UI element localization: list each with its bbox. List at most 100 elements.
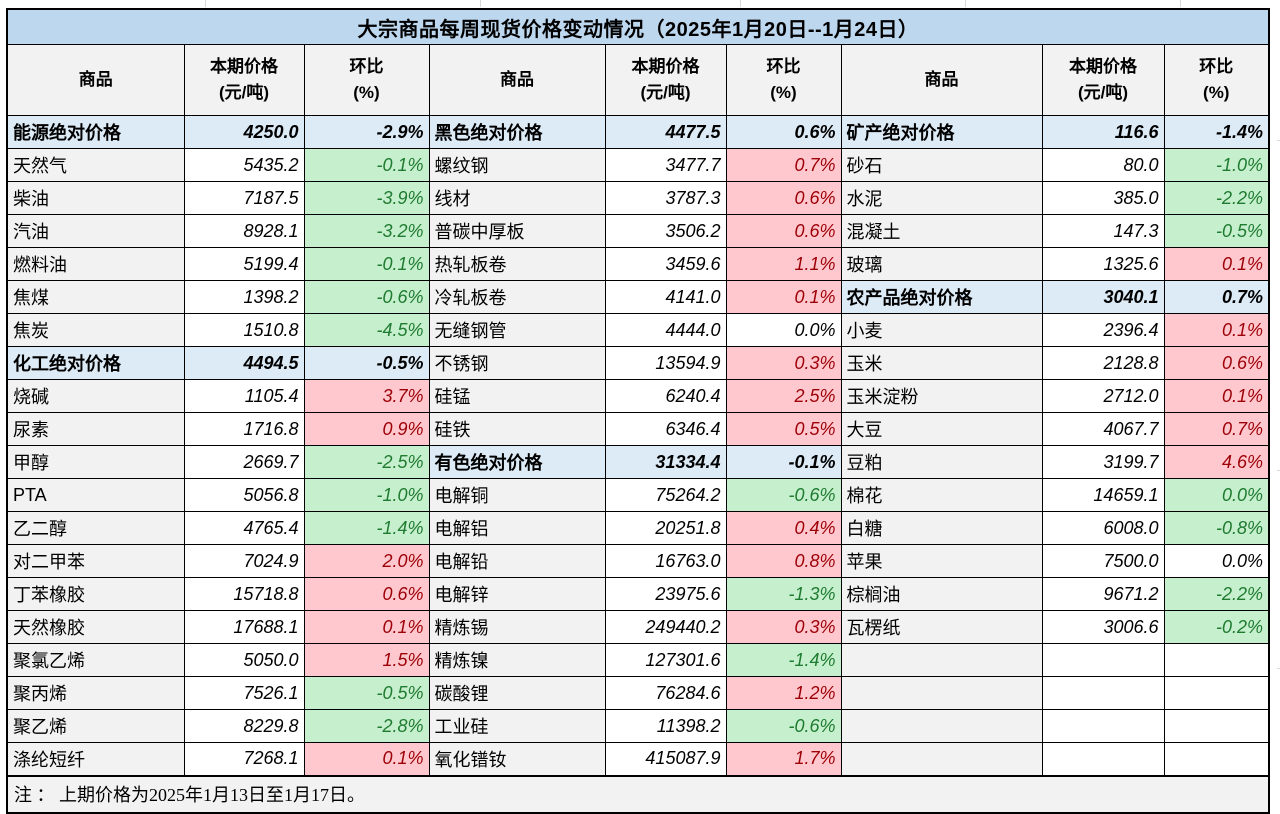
chg-cell: 2.0% [303,544,430,578]
chg-cell: 0.1% [1163,247,1270,281]
price-cell: 4444.0 [604,313,727,347]
table-row: 化工绝对价格 4494.5 -0.5% 不锈钢 13594.9 0.3% 玉米 2128.8 0… [6,346,1270,380]
table-row: 乙二醇 4765.4 -1.4% 电解铝 20251.8 0.4% 白糖 6008.0 -0.8… [6,511,1270,545]
table-row: 汽油 8928.1 -3.2% 普碳中厚板 3506.2 0.6% 混凝土 147.3 -0.5… [6,214,1270,248]
commodity-name-cell: 无缝钢管 [428,313,606,347]
table-row: PTA 5056.8 -1.0% 电解铜 75264.2 -0.6% 棉花 14659.1 0.… [6,478,1270,512]
col-header-chg-line2: (%) [353,83,380,102]
chg-cell: -0.1% [303,148,430,182]
chg-cell: 0.1% [303,610,430,644]
price-cell: 4141.0 [604,280,727,314]
price-cell: 7268.1 [183,742,305,776]
col-header-price-line1: 本期价格 [631,56,700,76]
chg-cell: -3.2% [303,214,430,248]
chg-cell: -1.4% [725,643,842,677]
price-cell: 4250.0 [183,115,305,149]
price-cell: 3787.3 [604,181,727,215]
col-header-chg-line1: 环比 [1199,56,1234,76]
price-cell: 1510.8 [183,313,305,347]
chg-cell: 0.6% [725,214,842,248]
price-cell: 8928.1 [183,214,305,248]
commodity-name-cell: 对二甲苯 [6,544,185,578]
price-cell: 11398.2 [604,709,727,743]
commodity-name-cell: 电解铜 [428,478,606,512]
section-label-cell: 能源绝对价格 [6,115,185,149]
commodity-name-cell [840,742,1043,776]
col-header-commodity: 商品 [428,44,606,116]
price-cell: 6008.0 [1041,511,1165,545]
price-cell: 3040.1 [1041,280,1165,314]
table-row: 天然气 5435.2 -0.1% 螺纹钢 3477.7 0.7% 砂石 80.0 -1.0% [6,148,1270,182]
chg-cell [1163,676,1270,710]
commodity-name-cell: 汽油 [6,214,185,248]
col-header-price-line1: 本期价格 [210,56,278,76]
chg-cell: -2.5% [303,445,430,479]
note-body: 注 ： 上期价格为2025年1月13日至1月17日。 [6,774,1270,813]
price-cell: 1716.8 [183,412,305,446]
chg-cell: -0.6% [303,280,430,314]
chg-cell: -0.5% [303,346,430,380]
commodity-name-cell: 精炼镍 [428,643,606,677]
chg-cell: 0.3% [725,610,842,644]
price-cell: 13594.9 [604,346,727,380]
price-cell: 127301.6 [604,643,727,677]
commodity-name-cell: 水泥 [840,181,1043,215]
chg-cell: 0.8% [725,544,842,578]
margin-gridline [1277,140,1280,141]
col-header-commodity: 商品 [840,44,1043,116]
chg-cell: 0.1% [725,280,842,314]
price-cell: 4067.7 [1041,412,1165,446]
price-cell [1041,709,1165,743]
price-cell: 3199.7 [1041,445,1165,479]
commodity-name-cell: 玉米 [840,346,1043,380]
table-row: 丁苯橡胶 15718.8 0.6% 电解锌 23975.6 -1.3% 棕榈油 9671.2-… [6,577,1270,611]
commodity-name-cell: 大豆 [840,412,1043,446]
chg-cell: -2.2% [1163,577,1270,611]
section-label-cell: 农产品绝对价格 [840,280,1043,314]
chg-cell: 0.9% [303,412,430,446]
chg-cell: 3.7% [303,379,430,413]
price-cell: 23975.6 [604,577,727,611]
commodity-name-cell: 玻璃 [840,247,1043,281]
margin-gridline [965,0,966,7]
table-row: 涤纶短纤 7268.1 0.1% 氧化镨钕 415087.9 1.7% [6,742,1270,776]
col-header-chg-line1: 环比 [349,56,384,76]
commodity-name-cell: 天然气 [6,148,185,182]
price-cell: 3006.6 [1041,610,1165,644]
chg-cell: 0.1% [1163,379,1270,413]
chg-cell: -2.2% [1163,181,1270,215]
price-cell: 14659.1 [1041,478,1165,512]
chg-cell: 0.1% [303,742,430,776]
chg-cell: 0.4% [725,511,842,545]
chg-cell: -0.2% [1163,610,1270,644]
table-footnote: 注 ： 上期价格为2025年1月13日至1月17日。 [6,774,1270,813]
price-cell: 4765.4 [183,511,305,545]
price-cell: 8229.8 [183,709,305,743]
price-cell: 5435.2 [183,148,305,182]
chg-cell: 2.5% [725,379,842,413]
margin-gridline [1180,0,1181,7]
header-row: 商品 本期价格 (元/吨) 环比 (%) 商品 本期价格 (元/吨) 环比 (%… [6,44,1270,116]
price-cell: 5199.4 [183,247,305,281]
commodity-name-cell: 尿素 [6,412,185,446]
price-cell: 31334.4 [604,445,727,479]
chg-cell: 1.1% [725,247,842,281]
section-label-cell: 矿产绝对价格 [840,115,1043,149]
commodity-name-cell: 涤纶短纤 [6,742,185,776]
chg-cell [1163,742,1270,776]
col-header-price-line2: (元/吨) [1077,83,1129,102]
commodity-name-cell: 小麦 [840,313,1043,347]
col-header-chg: 环比 (%) [1163,44,1270,116]
commodity-price-table: 大宗商品每周现货价格变动情况（2025年1月20日--1月24日） 商品 本期价… [6,8,1271,814]
commodity-name-cell: 电解锌 [428,577,606,611]
table-row: 焦煤 1398.2 -0.6% 冷轧板卷 4141.0 0.1% 农产品绝对价格 3040.1… [6,280,1270,314]
chg-cell: 0.0% [1163,544,1270,578]
chg-cell: 0.7% [1163,280,1270,314]
col-header-price-line2: (元/吨) [218,83,270,102]
commodity-name-cell: 玉米淀粉 [840,379,1043,413]
table-row: 聚丙烯 7526.1 -0.5% 碳酸锂 76284.6 1.2% [6,676,1270,710]
commodity-name-cell: 焦煤 [6,280,185,314]
commodity-name-cell [840,676,1043,710]
price-cell [1041,676,1165,710]
commodity-name-cell: 烧碱 [6,379,185,413]
